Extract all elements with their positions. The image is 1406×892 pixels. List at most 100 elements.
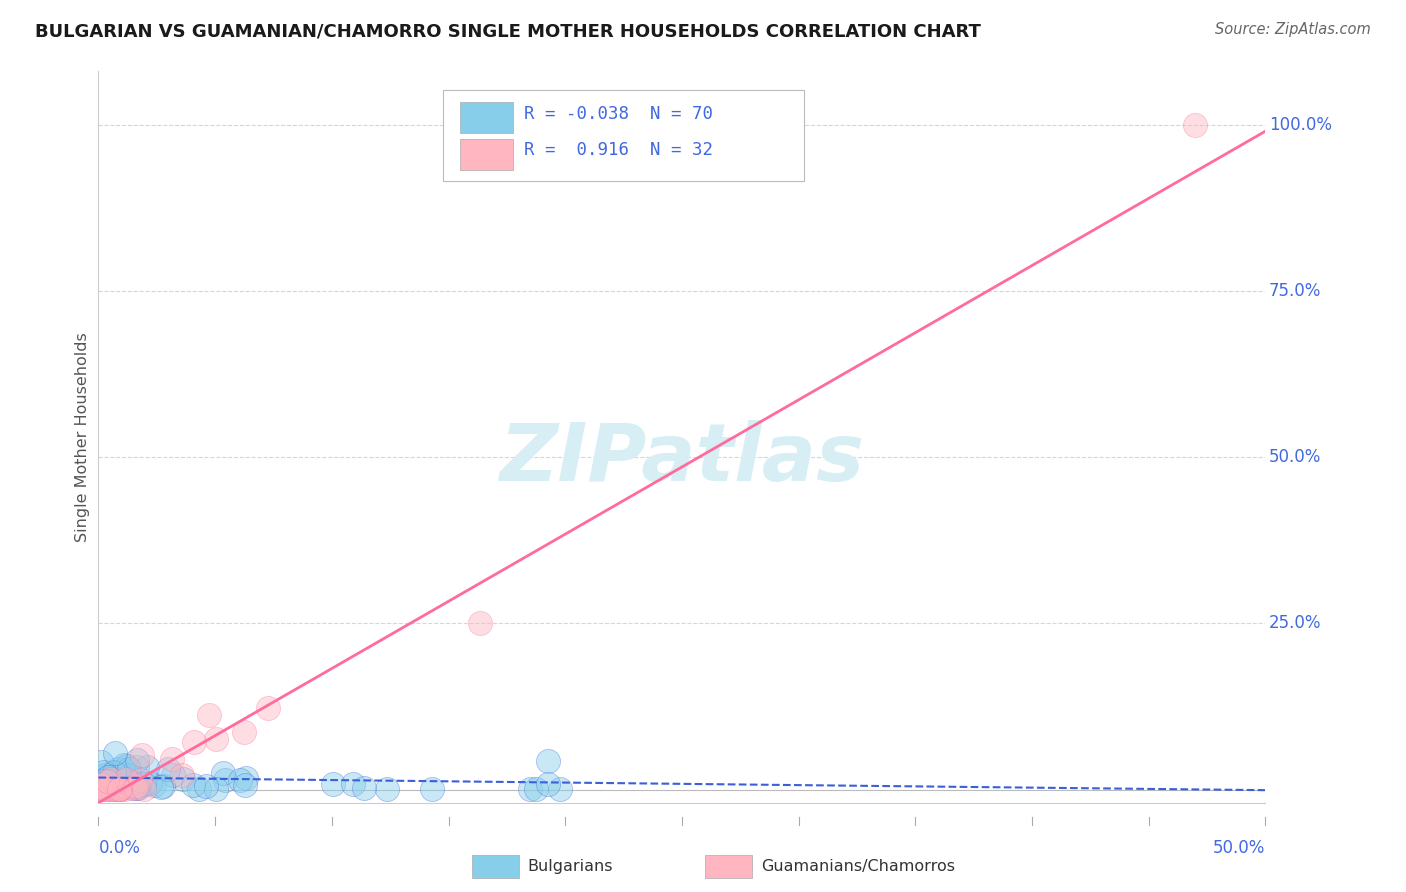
Point (197, 708, 219, 723)
Text: R =  0.916  N = 32: R = 0.916 N = 32 (524, 141, 713, 160)
Point (160, 752, 183, 766)
Point (108, 781, 131, 796)
Point (98, 781, 121, 796)
Point (114, 772, 136, 787)
Point (229, 773, 252, 788)
Point (90, 781, 112, 796)
Point (124, 780, 146, 795)
Point (156, 762, 179, 776)
Point (90, 780, 112, 795)
Point (125, 754, 148, 768)
Point (131, 748, 153, 763)
Text: 50.0%: 50.0% (1268, 448, 1322, 466)
Point (1184, 118, 1206, 132)
Point (127, 779, 149, 793)
Text: ZIPatlas: ZIPatlas (499, 420, 865, 498)
Point (107, 774, 129, 789)
Point (94, 781, 117, 796)
Point (129, 772, 152, 787)
Point (115, 759, 138, 773)
Point (519, 781, 541, 796)
Point (111, 774, 134, 789)
Point (103, 774, 125, 789)
Point (125, 760, 148, 774)
Point (170, 768, 193, 782)
Text: BULGARIAN VS GUAMANIAN/CHAMORRO SINGLE MOTHER HOUSEHOLDS CORRELATION CHART: BULGARIAN VS GUAMANIAN/CHAMORRO SINGLE M… (35, 22, 981, 40)
Point (377, 781, 399, 796)
Point (150, 780, 173, 794)
Point (127, 781, 149, 796)
Text: 75.0%: 75.0% (1268, 282, 1322, 300)
Point (256, 701, 278, 715)
Point (108, 781, 131, 796)
Point (353, 781, 375, 796)
Point (322, 777, 344, 791)
Point (139, 776, 162, 790)
Point (90, 755, 112, 769)
Point (233, 725, 256, 739)
Point (125, 780, 148, 794)
Point (101, 781, 124, 796)
FancyBboxPatch shape (443, 90, 804, 181)
Point (101, 778, 124, 792)
Point (100, 779, 122, 793)
Point (90, 777, 112, 791)
Point (125, 781, 148, 796)
Point (183, 735, 205, 749)
Point (93, 772, 115, 786)
Point (101, 780, 124, 795)
Point (125, 779, 148, 793)
Point (96, 780, 118, 794)
Point (468, 616, 491, 631)
Text: 25.0%: 25.0% (1268, 615, 1322, 632)
Point (204, 731, 226, 746)
Bar (472, 855, 519, 878)
Text: Bulgarians: Bulgarians (527, 859, 613, 874)
Point (118, 768, 141, 782)
Point (94, 778, 117, 792)
Y-axis label: Single Mother Households: Single Mother Households (75, 332, 90, 542)
Point (100, 772, 122, 787)
Point (103, 764, 125, 779)
Point (96, 775, 118, 789)
Point (112, 758, 135, 772)
Bar (706, 855, 752, 878)
Point (162, 768, 184, 782)
Point (537, 777, 560, 791)
Point (108, 781, 131, 796)
Point (537, 754, 560, 768)
Point (111, 781, 134, 796)
Point (97, 776, 120, 790)
Point (91, 774, 114, 789)
Point (205, 781, 228, 796)
Point (94, 778, 117, 792)
Point (97, 770, 120, 784)
Point (118, 776, 141, 790)
Point (420, 781, 443, 796)
Point (121, 781, 143, 796)
Bar (460, 139, 513, 169)
Point (104, 746, 127, 760)
Point (98, 781, 121, 796)
Point (93, 765, 115, 780)
Point (135, 760, 157, 774)
Point (152, 780, 174, 794)
Point (142, 778, 165, 792)
Text: R = -0.038  N = 70: R = -0.038 N = 70 (524, 104, 713, 123)
Point (91, 780, 114, 794)
Point (90, 781, 112, 796)
Point (96, 774, 118, 789)
Point (214, 773, 236, 788)
Point (548, 781, 571, 796)
Point (235, 771, 257, 785)
Point (172, 772, 194, 787)
Text: 0.0%: 0.0% (98, 839, 141, 857)
Point (97, 773, 120, 788)
Point (118, 762, 141, 776)
Point (94, 781, 117, 796)
Point (194, 779, 217, 793)
Point (104, 781, 127, 796)
Point (90, 768, 112, 782)
Text: 100.0%: 100.0% (1268, 116, 1331, 134)
Point (105, 781, 128, 796)
